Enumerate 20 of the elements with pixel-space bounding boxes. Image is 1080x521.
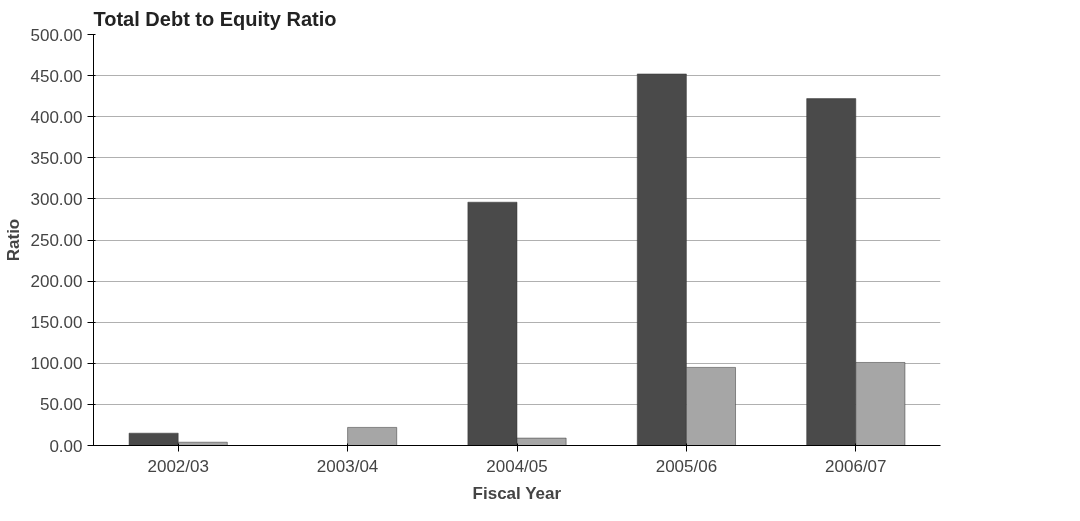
- y-tick-label: 500.00: [30, 25, 83, 45]
- y-tick-label: 450.00: [30, 66, 83, 86]
- y-tick-label: 300.00: [30, 189, 83, 209]
- x-axis-title: Fiscal Year: [472, 483, 562, 503]
- y-axis-title: Ratio: [3, 218, 23, 262]
- y-tick-label: 0.00: [49, 436, 83, 456]
- x-tick-label: 2004/05: [486, 456, 548, 476]
- y-tick-label: 200.00: [30, 272, 83, 292]
- y-tick-label: 400.00: [30, 107, 83, 127]
- bar: [347, 427, 397, 446]
- x-tick-label: 2002/03: [147, 456, 209, 476]
- x-tick-label: 2006/07: [825, 456, 887, 476]
- y-tick-label: 150.00: [30, 313, 83, 333]
- chart-title: Total Debt to Equity Ratio: [93, 7, 337, 30]
- x-tick-label: 2005/06: [655, 456, 718, 476]
- y-tick-label: 350.00: [30, 148, 83, 168]
- y-tick-label: 100.00: [30, 354, 83, 374]
- x-tick-label: 2003/04: [316, 456, 379, 476]
- y-tick-label: 250.00: [30, 231, 83, 250]
- y-tick-label: 50.00: [39, 395, 83, 415]
